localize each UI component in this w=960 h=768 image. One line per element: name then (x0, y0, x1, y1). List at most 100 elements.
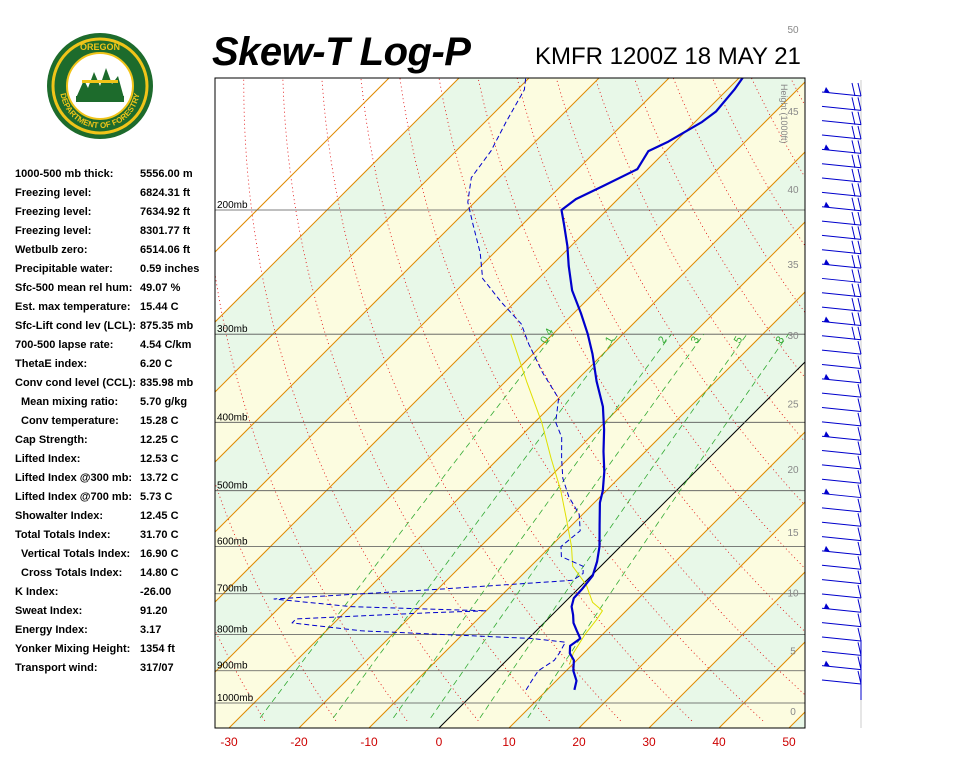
temperature-band (215, 82, 805, 728)
stat-label: Total Totals Index: (15, 529, 111, 541)
isotherm-line (215, 81, 805, 673)
dry-adiabat (438, 78, 805, 696)
dry-adiabat (817, 54, 960, 721)
mixing-ratio-label: 8 (774, 334, 787, 345)
zero-isotherm (438, 361, 805, 728)
wind-barb (821, 656, 862, 671)
pressure-label: 600mb (217, 537, 248, 548)
wind-barb (821, 527, 862, 542)
wind-barb (821, 168, 862, 183)
mixing-ratio-label: 1 (603, 334, 616, 345)
height-tick-label: 10 (787, 588, 799, 599)
mixing-ratio-line (527, 333, 789, 719)
stat-label: Cap Strength: (15, 434, 88, 446)
stat-value: 12.45 C (140, 510, 179, 522)
wind-barb (821, 570, 862, 585)
isotherm-line (508, 431, 805, 728)
stat-label: Freezing level: (15, 225, 92, 237)
dewpoint-profile (273, 78, 584, 691)
dry-adiabat (243, 78, 479, 722)
wind-barb (821, 341, 862, 355)
wind-barb (821, 269, 862, 283)
stat-value: 4.54 C/km (140, 339, 192, 351)
stat-label: Lifted Index @700 mb: (15, 491, 133, 503)
dry-adiabat (360, 78, 693, 722)
stat-value: 5.73 C (140, 491, 173, 503)
mixing-ratio-line (332, 333, 619, 719)
wind-barb (821, 111, 862, 126)
isotherm-line (215, 78, 390, 253)
mixing-ratio-line (479, 333, 748, 719)
pressure-label: 900mb (217, 661, 248, 672)
pressure-label: 1000mb (217, 693, 254, 704)
wind-barb (821, 369, 862, 384)
wind-barb (821, 254, 862, 269)
wind-barb (821, 298, 862, 312)
stat-label: Vertical Totals Index: (21, 548, 131, 560)
wind-barb (821, 240, 862, 255)
stat-value: 15.28 C (140, 415, 179, 427)
stat-label: 700-500 lapse rate: (15, 339, 114, 351)
height-tick-label: 45 (787, 107, 799, 118)
wind-barb (821, 355, 862, 369)
stat-value: 12.25 C (140, 434, 179, 446)
stat-label: Showalter Index: (15, 510, 104, 522)
stat-value: 5556.00 m (140, 168, 193, 180)
stat-value: 3.17 (140, 624, 162, 636)
pressure-label: 200mb (217, 200, 248, 211)
mixing-ratio-line (430, 333, 705, 719)
stat-value: 8301.77 ft (140, 225, 191, 237)
wind-barb (821, 642, 862, 656)
wind-barb (821, 384, 862, 398)
pressure-label: 800mb (217, 625, 248, 636)
height-tick-label: 15 (787, 528, 799, 539)
x-tick-label: 50 (782, 735, 796, 749)
wind-barb (821, 197, 862, 212)
wind-barb (821, 455, 862, 470)
parcel-path (510, 334, 603, 664)
x-tick-label: -20 (290, 735, 308, 749)
isotherm-line (578, 501, 805, 728)
height-axis-title: Height (1000ft) (779, 84, 789, 144)
pressure-label: 400mb (217, 412, 248, 423)
isotherm-line (215, 78, 740, 603)
isotherm-line (298, 221, 805, 728)
wind-barb (821, 412, 862, 427)
wind-barb (821, 541, 862, 556)
stat-value: 1354 ft (140, 643, 175, 655)
temperature-band (789, 712, 805, 728)
stat-label: Lifted Index: (15, 453, 81, 465)
wind-barb (821, 140, 862, 154)
isotherm-line (648, 571, 805, 728)
x-tick-label: 20 (572, 735, 586, 749)
stat-value: 317/07 (140, 662, 174, 674)
wind-barb (821, 613, 862, 628)
stat-label: Sweat Index: (15, 605, 83, 617)
stat-label: Transport wind: (15, 662, 98, 674)
dry-adiabat (477, 78, 805, 633)
wind-barb (821, 398, 862, 413)
x-tick-label: -30 (220, 735, 238, 749)
mixing-ratio-line (393, 333, 672, 719)
height-tick-label: 35 (787, 260, 799, 271)
x-tick-label: 0 (436, 735, 443, 749)
pressure-label: 300mb (217, 324, 248, 335)
stat-label: Freezing level: (15, 206, 92, 218)
stat-value: 31.70 C (140, 529, 179, 541)
wind-barb (821, 513, 862, 527)
dry-adiabat (215, 629, 266, 722)
stat-label: Lifted Index @300 mb: (15, 472, 133, 484)
stat-label: Conv cond level (CCL): (15, 377, 137, 389)
stat-value: 835.98 mb (140, 377, 194, 389)
stat-value: 6514.06 ft (140, 244, 191, 256)
stat-label: Yonker Mixing Height: (15, 643, 131, 655)
isotherm-line (228, 151, 805, 728)
dry-adiabat (399, 78, 764, 722)
mixing-ratio-label: 2 (656, 334, 669, 345)
isotherm-line (215, 78, 460, 323)
height-tick-label: 25 (787, 399, 799, 410)
isotherm-line (215, 78, 530, 393)
stat-value: 16.90 C (140, 548, 179, 560)
chart-title: Skew-T Log-P (212, 30, 471, 74)
